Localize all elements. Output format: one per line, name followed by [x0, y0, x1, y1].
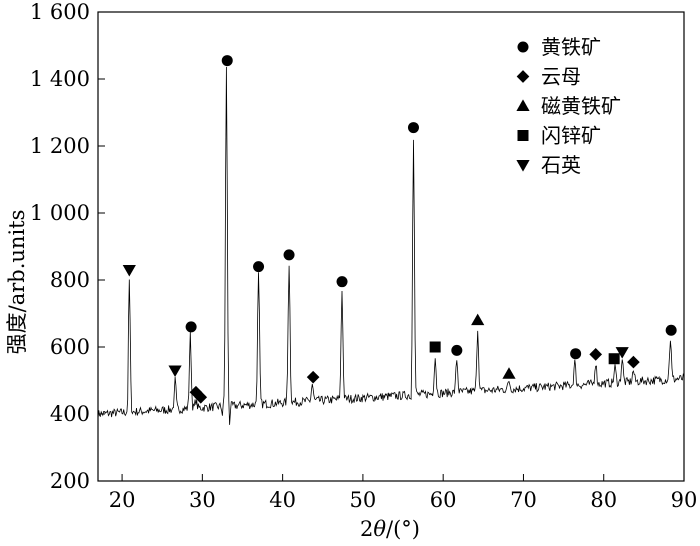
peak-markers — [122, 55, 677, 404]
circle-marker — [570, 348, 582, 360]
y-axis-ticks: 200 400 600 800 1 000 1 200 1 400 1 600 — [30, 0, 105, 493]
triangle-down-marker — [168, 365, 182, 378]
x-tick-label: 40 — [269, 488, 296, 512]
square-marker — [608, 353, 620, 365]
legend-diamond-icon — [516, 70, 530, 83]
triangle-up-marker — [471, 313, 485, 326]
circle-marker — [185, 321, 197, 333]
legend-label: 闪锌矿 — [541, 124, 601, 148]
circle-marker — [221, 55, 233, 67]
y-axis-title: 强度/arb.units — [5, 210, 29, 355]
legend-label: 黄铁矿 — [541, 35, 601, 59]
legend-triangle-up-icon — [516, 99, 530, 111]
legend-circle-icon — [517, 41, 529, 53]
diamond-marker — [589, 348, 603, 361]
diamond-marker — [627, 355, 640, 369]
circle-marker — [283, 249, 295, 261]
diamond-marker — [194, 390, 208, 404]
legend-label: 磁黄铁矿 — [541, 94, 621, 118]
x-axis-title: 2θ/(°) — [360, 517, 420, 541]
y-tick-label: 800 — [50, 268, 90, 292]
triangle-up-marker — [502, 367, 516, 379]
circle-marker — [665, 324, 677, 336]
y-tick-label: 1 600 — [30, 0, 90, 24]
circle-marker — [253, 261, 265, 273]
xrd-trace — [97, 66, 685, 425]
circle-marker — [336, 276, 348, 288]
square-marker — [429, 341, 441, 353]
diamond-marker — [306, 370, 320, 384]
x-tick-label: 50 — [350, 488, 377, 512]
circle-marker — [451, 344, 463, 356]
legend-square-icon — [517, 130, 529, 141]
x-tick-label: 80 — [590, 488, 617, 512]
y-tick-label: 1 000 — [30, 201, 90, 225]
legend-label: 石英 — [541, 153, 581, 177]
legend-triangle-down-icon — [516, 160, 530, 172]
x-tick-label: 60 — [430, 488, 457, 512]
triangle-down-marker — [615, 347, 629, 359]
y-tick-label: 600 — [50, 335, 90, 359]
circle-marker — [407, 122, 419, 134]
y-tick-label: 400 — [50, 402, 90, 426]
x-tick-label: 20 — [109, 488, 136, 512]
y-tick-label: 1 400 — [30, 67, 90, 91]
y-tick-label: 200 — [50, 469, 90, 493]
x-tick-label: 30 — [189, 488, 216, 512]
y-tick-label: 1 200 — [30, 134, 90, 158]
x-tick-label: 70 — [510, 488, 537, 512]
xrd-pattern-line — [97, 66, 685, 425]
legend-label: 云母 — [541, 65, 581, 89]
plot-border — [97, 11, 685, 482]
x-axis-ticks: 20 30 40 50 60 70 80 90 — [109, 474, 698, 512]
plot-frame — [97, 11, 685, 482]
triangle-down-marker — [122, 265, 136, 277]
x-tick-label: 90 — [671, 488, 698, 512]
